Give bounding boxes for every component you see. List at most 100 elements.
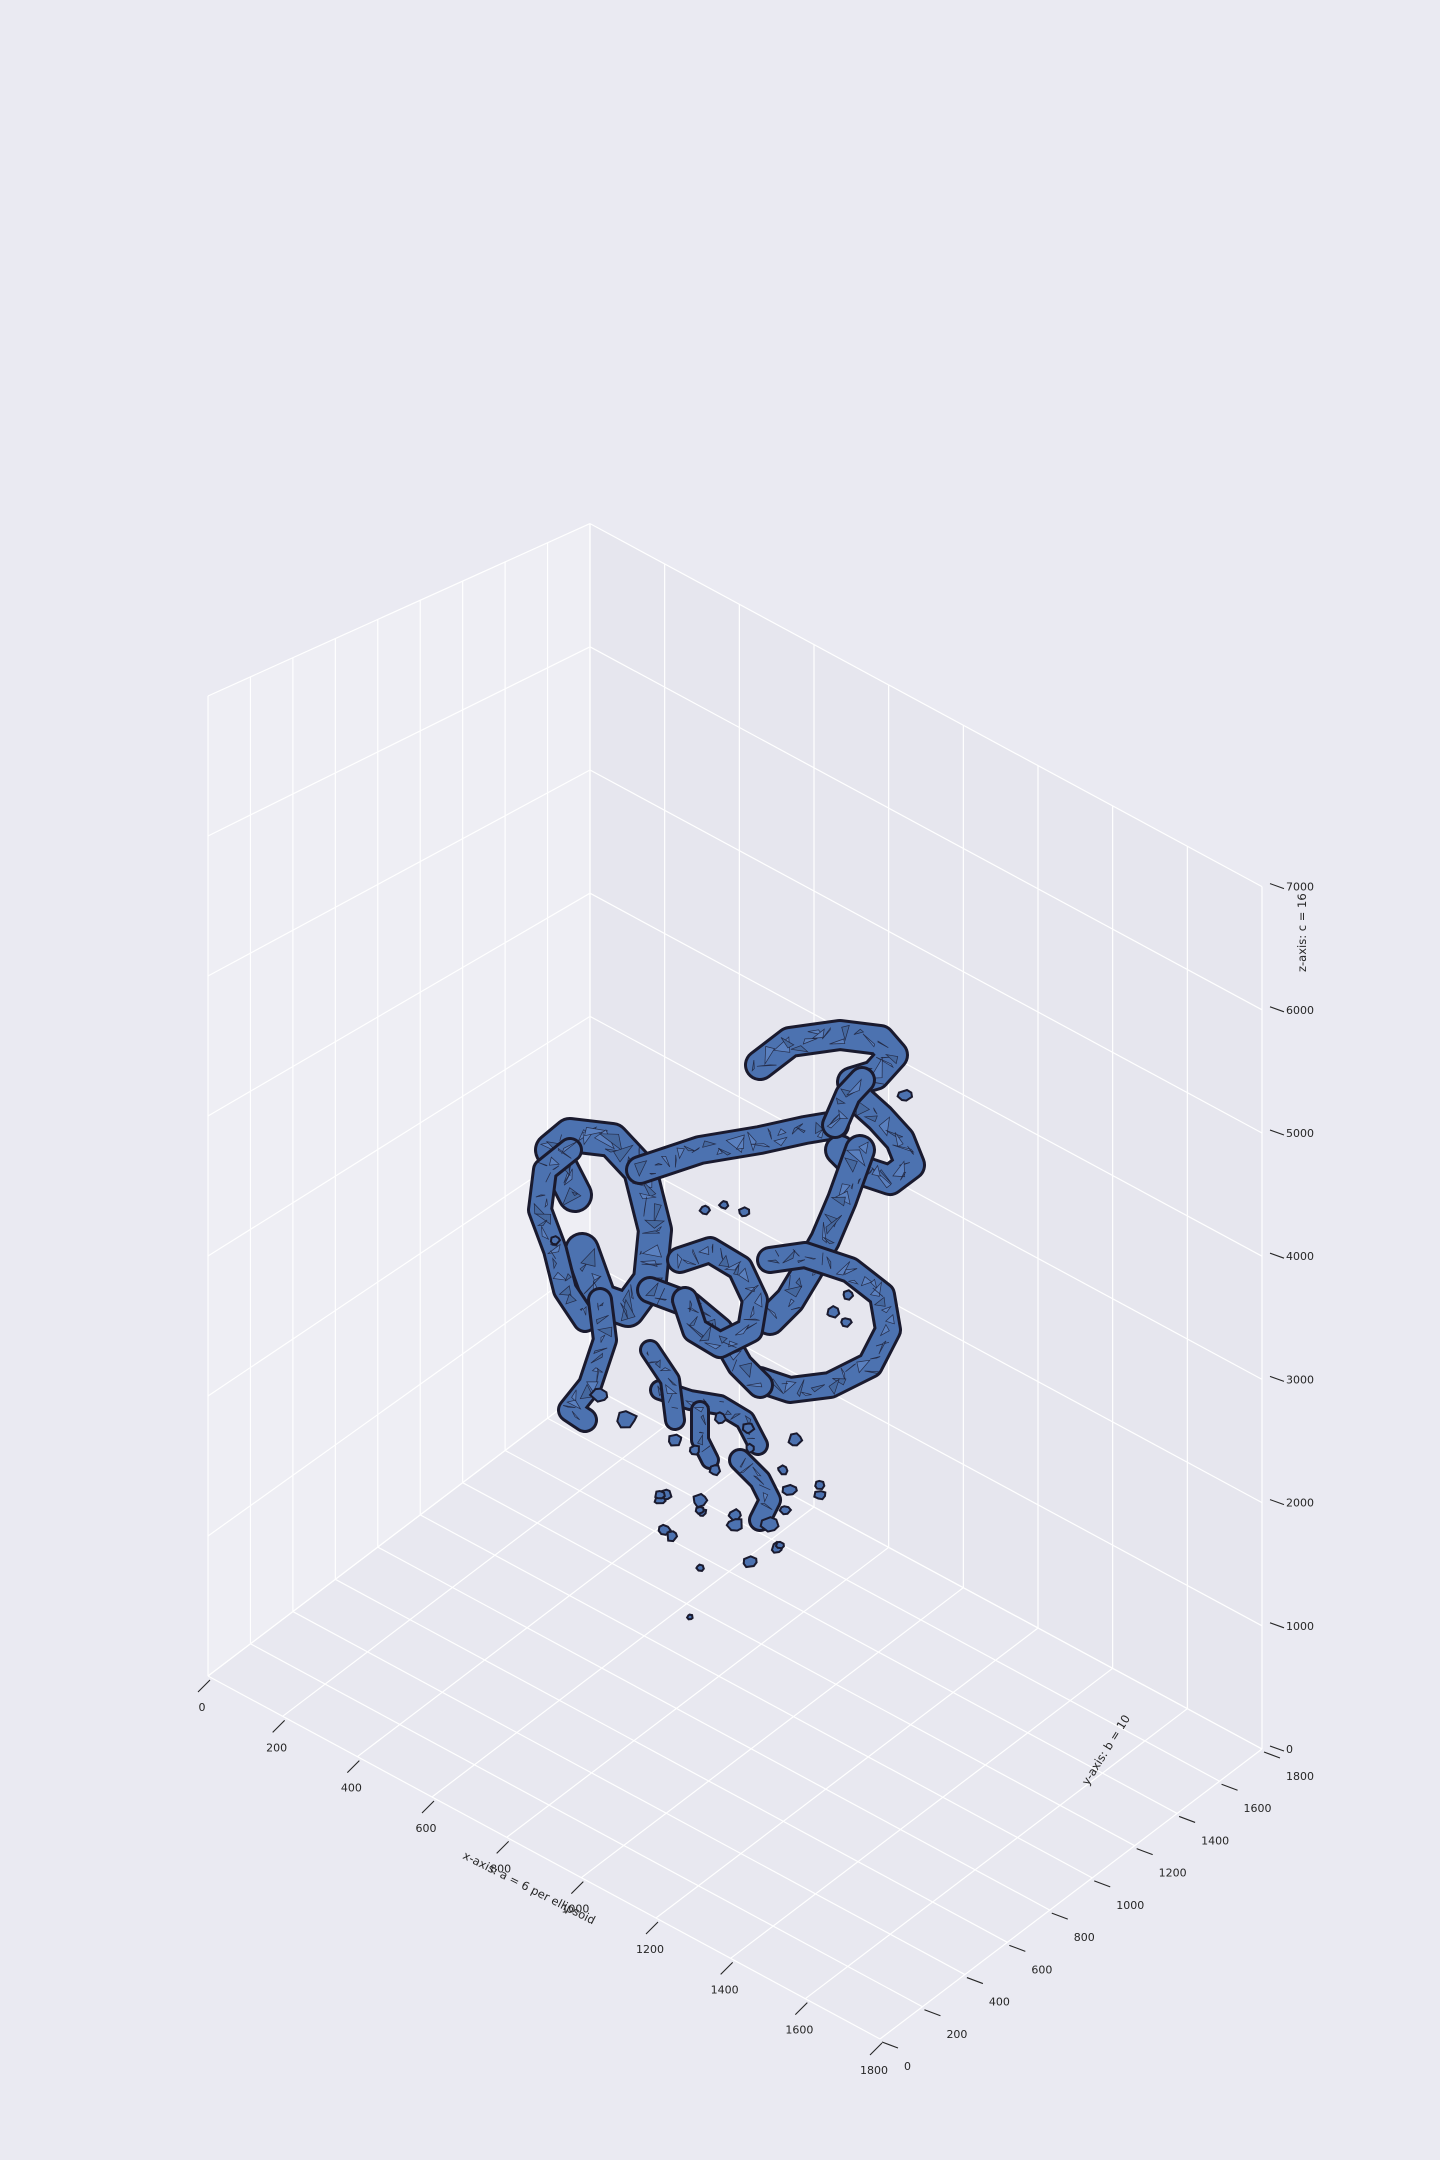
- mesh-facet: [739, 1457, 746, 1468]
- mesh-facet: [858, 1141, 869, 1155]
- mesh-facet: [677, 1253, 683, 1269]
- mesh-facet: [654, 1359, 661, 1369]
- mesh-facet: [630, 1284, 634, 1300]
- mesh-facet: [716, 1147, 723, 1156]
- mesh-fragment: [725, 1518, 743, 1532]
- mesh-fragment: [781, 1483, 798, 1496]
- mesh-facet: [844, 1157, 858, 1173]
- mesh-fragment: [695, 1563, 705, 1572]
- z-tick-label: 7000: [1286, 881, 1314, 894]
- mesh-fragment: [741, 1422, 756, 1434]
- mesh-facet: [559, 1134, 562, 1141]
- mesh-facet: [717, 1147, 732, 1156]
- mesh-facet: [561, 1141, 578, 1155]
- mesh-component: [639, 1339, 686, 1431]
- mesh-facet: [654, 1163, 663, 1166]
- mesh-facet: [830, 1196, 846, 1207]
- mesh-facet: [700, 1414, 707, 1426]
- mesh-fragment: [813, 1490, 827, 1501]
- mesh-facet: [872, 1287, 884, 1297]
- mesh-facet: [545, 1172, 551, 1183]
- fragment-face: [781, 1483, 798, 1496]
- mesh-facet: [719, 1401, 724, 1403]
- mesh-facet: [702, 1140, 717, 1148]
- y-tick-label: 1400: [1201, 1834, 1229, 1847]
- fragment-face: [692, 1492, 709, 1509]
- mesh-facet: [691, 1147, 700, 1154]
- grid-line-floor-x: [804, 1708, 1188, 2000]
- mesh-facet: [845, 1363, 856, 1372]
- mesh-facet: [557, 1147, 572, 1159]
- mesh-facet: [580, 1247, 596, 1267]
- mesh-facet: [829, 1112, 841, 1126]
- x-tick-mark: [272, 1719, 286, 1733]
- mesh-facet: [541, 1226, 550, 1240]
- mesh-facet: [877, 1040, 889, 1049]
- grid-line-back-z: [589, 892, 1263, 1257]
- grid-line-floor-x: [282, 1425, 666, 1717]
- y-tick-label: 0: [904, 2060, 911, 2073]
- y-tick-label: 1000: [1116, 1899, 1144, 1912]
- mesh-facet: [811, 1028, 825, 1039]
- mesh-facet: [788, 1298, 795, 1308]
- fragment-face: [826, 1304, 841, 1319]
- mesh-facet: [752, 1466, 762, 1477]
- mesh-facet: [784, 1380, 797, 1394]
- z-axis-label: z-axis: c = 16: [1295, 893, 1309, 972]
- mesh-facet: [840, 1088, 856, 1098]
- z-tick-label: 3000: [1286, 1373, 1314, 1386]
- mesh-facet: [853, 1028, 865, 1035]
- mesh-facet: [693, 1407, 705, 1413]
- grid-line-floor-x: [879, 1748, 1263, 2040]
- mesh-facet: [701, 1445, 711, 1453]
- mesh-facet: [829, 1038, 846, 1045]
- mesh-fragment: [654, 1489, 666, 1500]
- grid-line-floor-x: [506, 1546, 890, 1838]
- y-tick-mark: [966, 1977, 984, 1985]
- mesh-facet: [750, 1143, 770, 1148]
- mesh-facet: [639, 1250, 642, 1256]
- mesh-fragment: [717, 1200, 730, 1210]
- mesh-fragment: [588, 1387, 609, 1403]
- z-tick-label: 4000: [1286, 1250, 1314, 1263]
- mesh-facet: [747, 1131, 757, 1152]
- fragment-face: [813, 1490, 827, 1501]
- x-tick-label: 1800: [860, 2064, 888, 2077]
- mesh-fragment: [896, 1088, 914, 1102]
- y-tick-mark: [1051, 1912, 1068, 1920]
- mesh-facet: [598, 1302, 604, 1307]
- mesh-facet: [758, 1484, 771, 1491]
- grid-line-floor-y: [547, 1417, 1220, 1782]
- mesh-fragment: [814, 1479, 826, 1491]
- fragment-face: [745, 1442, 755, 1455]
- mesh-fragment: [692, 1492, 709, 1509]
- x-tick-mark: [197, 1679, 211, 1693]
- mesh-facet: [801, 1391, 812, 1396]
- mesh-facet: [900, 1171, 907, 1181]
- mesh-facet: [774, 1249, 780, 1257]
- mesh-facet: [552, 1165, 560, 1171]
- mesh-facet: [565, 1293, 577, 1305]
- mesh-facet: [791, 1123, 804, 1135]
- fragment-face: [717, 1200, 730, 1210]
- mesh-facet: [782, 1249, 796, 1264]
- mesh-facet: [802, 1038, 818, 1045]
- mesh-facet: [550, 1250, 557, 1260]
- fragment-face: [654, 1489, 666, 1500]
- z-tick-mark: [1269, 1375, 1285, 1382]
- mesh-facet: [697, 1433, 703, 1446]
- mesh-facet: [735, 1136, 745, 1150]
- fragment-face: [814, 1479, 826, 1491]
- mesh-fragment: [616, 1410, 638, 1429]
- mesh-facet: [544, 1198, 548, 1208]
- mesh-facet: [641, 1244, 663, 1258]
- mesh-facet: [871, 1164, 881, 1177]
- mesh-facet: [756, 1064, 777, 1067]
- mesh-facet: [641, 1263, 663, 1266]
- x-tick-mark: [645, 1921, 659, 1935]
- mesh-facet: [571, 1410, 580, 1421]
- y-tick-label: 1800: [1286, 1770, 1314, 1783]
- y-tick-mark: [1136, 1848, 1153, 1856]
- mesh-facet: [743, 1318, 760, 1321]
- fragment-face: [688, 1444, 700, 1456]
